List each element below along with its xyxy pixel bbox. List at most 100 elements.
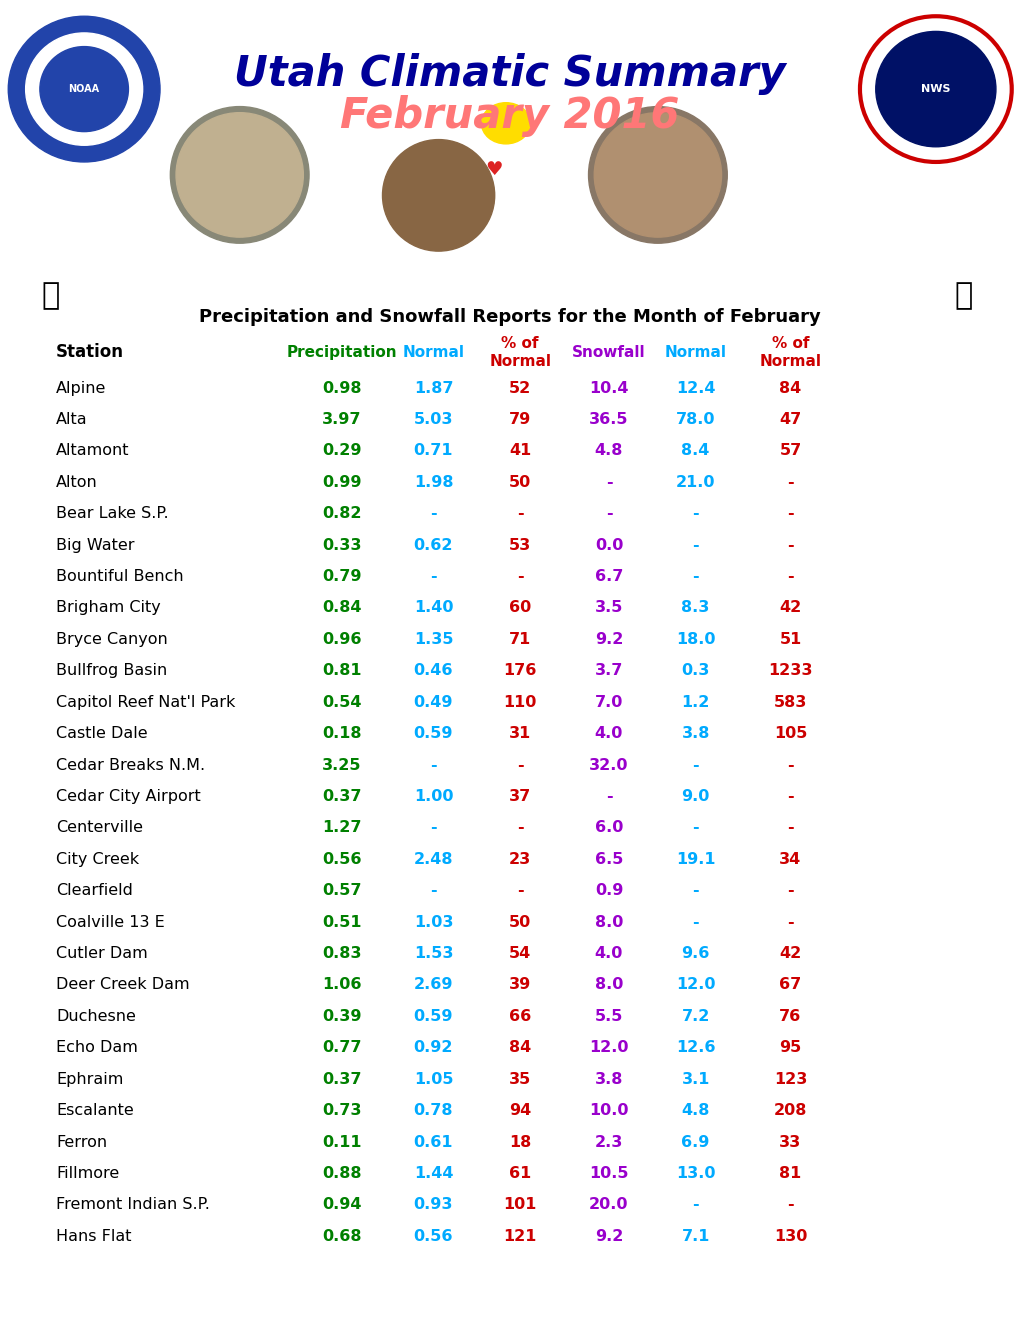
Ellipse shape [594,112,720,238]
Ellipse shape [176,112,303,238]
Text: Deer Creek Dam: Deer Creek Dam [56,978,190,993]
Text: 0.82: 0.82 [322,507,361,521]
Text: -: - [517,758,523,772]
Text: 37: 37 [508,789,531,804]
Text: 0.93: 0.93 [414,1197,452,1212]
Text: Bullfrog Basin: Bullfrog Basin [56,664,167,678]
Text: Cedar Breaks N.M.: Cedar Breaks N.M. [56,758,205,772]
Text: 0.78: 0.78 [414,1104,452,1118]
Text: -: - [787,821,793,836]
Text: Centerville: Centerville [56,821,143,836]
Text: 32.0: 32.0 [589,758,628,772]
Text: 9.6: 9.6 [681,946,709,961]
Text: 0.54: 0.54 [322,694,361,710]
Text: 7.0: 7.0 [594,694,623,710]
Text: 0.83: 0.83 [322,946,361,961]
Text: -: - [692,507,698,521]
Text: % of: % of [771,337,808,351]
Text: Bryce Canyon: Bryce Canyon [56,632,168,647]
Text: 3.1: 3.1 [681,1072,709,1086]
Text: 95: 95 [779,1040,801,1055]
Text: -: - [787,758,793,772]
Text: 1.03: 1.03 [414,915,452,929]
Text: Ephraim: Ephraim [56,1072,123,1086]
Text: 78.0: 78.0 [676,412,714,426]
Text: 42: 42 [779,946,801,961]
Text: Coalville 13 E: Coalville 13 E [56,915,165,929]
Circle shape [875,32,995,147]
Text: 0.68: 0.68 [322,1229,361,1243]
Text: -: - [605,507,611,521]
Text: 19.1: 19.1 [676,851,714,867]
Text: 0.79: 0.79 [322,569,361,583]
Text: 0.71: 0.71 [414,444,452,458]
Ellipse shape [588,107,727,243]
Text: 6.7: 6.7 [594,569,623,583]
Ellipse shape [382,140,494,251]
Text: 2.48: 2.48 [414,851,452,867]
Text: Utah Climatic Summary: Utah Climatic Summary [234,53,785,95]
Text: Precipitation and Snowfall Reports for the Month of February: Precipitation and Snowfall Reports for t… [199,308,820,326]
Text: 42: 42 [779,601,801,615]
Text: Alton: Alton [56,475,98,490]
Text: 53: 53 [508,537,531,553]
Text: 8.4: 8.4 [681,444,709,458]
Text: Fremont Indian S.P.: Fremont Indian S.P. [56,1197,210,1212]
Text: 130: 130 [773,1229,806,1243]
Text: 0.11: 0.11 [322,1135,361,1150]
Text: 2.3: 2.3 [594,1135,623,1150]
Text: -: - [787,507,793,521]
Circle shape [40,46,128,132]
Text: -: - [605,789,611,804]
Text: 0.81: 0.81 [322,664,361,678]
Text: Altamont: Altamont [56,444,129,458]
Text: Capitol Reef Nat'l Park: Capitol Reef Nat'l Park [56,694,235,710]
Text: -: - [692,883,698,898]
Text: 67: 67 [779,978,801,993]
Text: 10.5: 10.5 [589,1166,628,1181]
Text: 1.40: 1.40 [414,601,452,615]
Text: February 2016: February 2016 [340,95,679,137]
Text: 9.2: 9.2 [594,1229,623,1243]
Text: 71: 71 [508,632,531,647]
Text: 110: 110 [503,694,536,710]
Text: 12.6: 12.6 [676,1040,714,1055]
Text: 0.77: 0.77 [322,1040,361,1055]
Text: -: - [517,569,523,583]
Text: 76: 76 [779,1008,801,1024]
Text: Station: Station [56,343,124,362]
Text: 81: 81 [779,1166,801,1181]
Text: 0.73: 0.73 [322,1104,361,1118]
Text: 34: 34 [779,851,801,867]
Circle shape [8,16,160,162]
Text: 18.0: 18.0 [676,632,714,647]
Text: 0.59: 0.59 [414,726,452,741]
Text: 1.98: 1.98 [414,475,452,490]
Text: -: - [692,758,698,772]
Text: Bear Lake S.P.: Bear Lake S.P. [56,507,168,521]
Text: 0.84: 0.84 [322,601,361,615]
Text: 1.00: 1.00 [414,789,452,804]
Text: 🌨: 🌨 [954,281,972,310]
Text: Brigham City: Brigham City [56,601,161,615]
Text: 35: 35 [508,1072,531,1086]
Text: Duchesne: Duchesne [56,1008,136,1024]
Text: ♥: ♥ [484,160,502,180]
Text: 61: 61 [508,1166,531,1181]
Text: Echo Dam: Echo Dam [56,1040,138,1055]
Text: 84: 84 [508,1040,531,1055]
Text: 1.2: 1.2 [681,694,709,710]
Text: 0.37: 0.37 [322,789,361,804]
Text: 3.8: 3.8 [681,726,709,741]
Text: 121: 121 [503,1229,536,1243]
Text: 9.2: 9.2 [594,632,623,647]
Text: 101: 101 [503,1197,536,1212]
Text: 105: 105 [773,726,806,741]
Text: 0.39: 0.39 [322,1008,361,1024]
Text: 50: 50 [508,475,531,490]
Text: Escalante: Escalante [56,1104,133,1118]
Text: 0.56: 0.56 [322,851,361,867]
Text: Alpine: Alpine [56,380,106,396]
Text: 0.33: 0.33 [322,537,361,553]
Text: 4.0: 4.0 [594,946,623,961]
